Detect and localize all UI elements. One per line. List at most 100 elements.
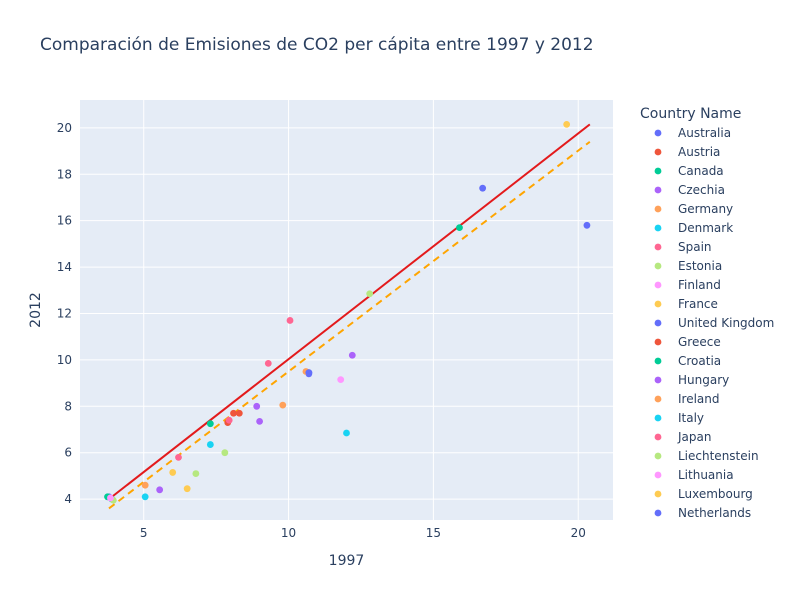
data-point [175, 453, 182, 461]
series-points [192, 290, 374, 477]
legend-marker [654, 281, 662, 289]
data-point [206, 441, 214, 448]
x-axis-title: 1997 [329, 553, 365, 569]
legend-item[interactable]: France [654, 297, 718, 311]
y-tick-label: 18 [57, 167, 72, 181]
legend-marker [654, 452, 662, 460]
legend-marker [654, 376, 662, 384]
legend-label: Liechtenstein [678, 449, 759, 463]
data-point [479, 184, 487, 192]
y-tick-label: 14 [57, 260, 72, 274]
data-point [279, 401, 287, 409]
data-point [253, 402, 261, 410]
legend-item[interactable]: Austria [654, 145, 721, 159]
data-point [456, 224, 463, 232]
legend-item[interactable]: Canada [654, 164, 724, 178]
legend-label: Finland [678, 278, 721, 292]
x-axis-ticks: 5 10 15 20 [140, 526, 586, 540]
legend-item[interactable]: Estonia [654, 259, 723, 273]
data-point [192, 470, 200, 477]
legend-label: Netherlands [678, 506, 751, 520]
y-axis-title: 2012 [28, 292, 44, 328]
legend-item[interactable]: Croatia [654, 354, 722, 368]
legend-item[interactable]: Australia [654, 126, 731, 140]
legend-label: Spain [678, 240, 712, 254]
legend-item[interactable]: Finland [654, 278, 721, 292]
y-tick-label: 12 [57, 306, 72, 320]
data-point [221, 449, 229, 457]
legend-label: France [678, 297, 718, 311]
x-tick-label: 5 [140, 526, 148, 540]
legend-item[interactable]: Netherlands [654, 506, 752, 520]
legend-item[interactable]: Lithuania [654, 468, 734, 482]
legend-label: Croatia [678, 354, 721, 368]
series-points [156, 402, 261, 494]
data-point [348, 351, 356, 359]
data-point [337, 376, 345, 384]
reference-line [108, 140, 591, 510]
data-point [583, 221, 591, 229]
legend-item[interactable]: Liechtenstein [654, 449, 759, 463]
legend-marker [654, 300, 662, 308]
legend-marker [654, 205, 662, 213]
legend-marker [654, 167, 662, 175]
legend-item[interactable]: Greece [654, 335, 721, 349]
series-points [107, 494, 114, 502]
series-points [169, 469, 177, 476]
y-tick-label: 20 [57, 121, 72, 135]
data-point [343, 429, 350, 437]
data-point [366, 290, 374, 298]
legend-marker [654, 224, 662, 232]
legend-item[interactable]: Germany [654, 202, 734, 216]
legend-label: Japan [677, 430, 711, 444]
legend-marker [654, 357, 662, 365]
legend-item[interactable]: United Kingdom [654, 316, 775, 330]
series-points [141, 401, 287, 489]
x-tick-label: 20 [571, 526, 586, 540]
legend-label: United Kingdom [678, 316, 774, 330]
data-point [256, 417, 263, 425]
y-tick-label: 8 [64, 399, 72, 413]
data-point [156, 486, 164, 494]
y-tick-label: 6 [64, 446, 72, 460]
series-points [141, 441, 214, 501]
legend-item[interactable]: Luxembourg [654, 487, 753, 501]
legend-marker [654, 243, 662, 251]
legend-title: Country Name [640, 106, 741, 122]
series-points [175, 453, 182, 461]
series-points [230, 409, 243, 417]
legend-marker [654, 338, 662, 346]
legend-marker [654, 262, 662, 270]
legend-label: Canada [678, 164, 724, 178]
series-points [305, 369, 313, 377]
series-points [256, 351, 356, 425]
legend-item[interactable]: Spain [654, 240, 712, 254]
series-points [225, 317, 294, 424]
legend-item[interactable]: Hungary [654, 373, 730, 387]
data-point [305, 369, 313, 377]
legend-label: Estonia [678, 259, 722, 273]
legend-marker [654, 433, 662, 441]
legend-item[interactable]: Japan [654, 430, 712, 444]
legend-item[interactable]: Italy [654, 411, 704, 425]
legend-label: Hungary [678, 373, 729, 387]
legend-marker [654, 186, 662, 194]
legend-marker [654, 490, 662, 498]
data-point [264, 359, 272, 367]
legend-item[interactable]: Ireland [654, 392, 720, 406]
data-point [206, 420, 214, 428]
y-tick-label: 16 [57, 214, 72, 228]
data-points [104, 120, 591, 504]
plot-background [80, 100, 613, 520]
legend-label: Denmark [678, 221, 733, 235]
legend-item[interactable]: Denmark [654, 221, 734, 235]
data-point [230, 409, 237, 417]
legend-item[interactable]: Czechia [654, 183, 725, 197]
legend[interactable]: Country Name Australia Austria Canada Czech… [640, 106, 774, 520]
reference-line [108, 123, 591, 500]
data-point [183, 485, 191, 493]
legend-marker [654, 129, 662, 137]
series-points [337, 376, 345, 384]
legend-label: Czechia [678, 183, 725, 197]
